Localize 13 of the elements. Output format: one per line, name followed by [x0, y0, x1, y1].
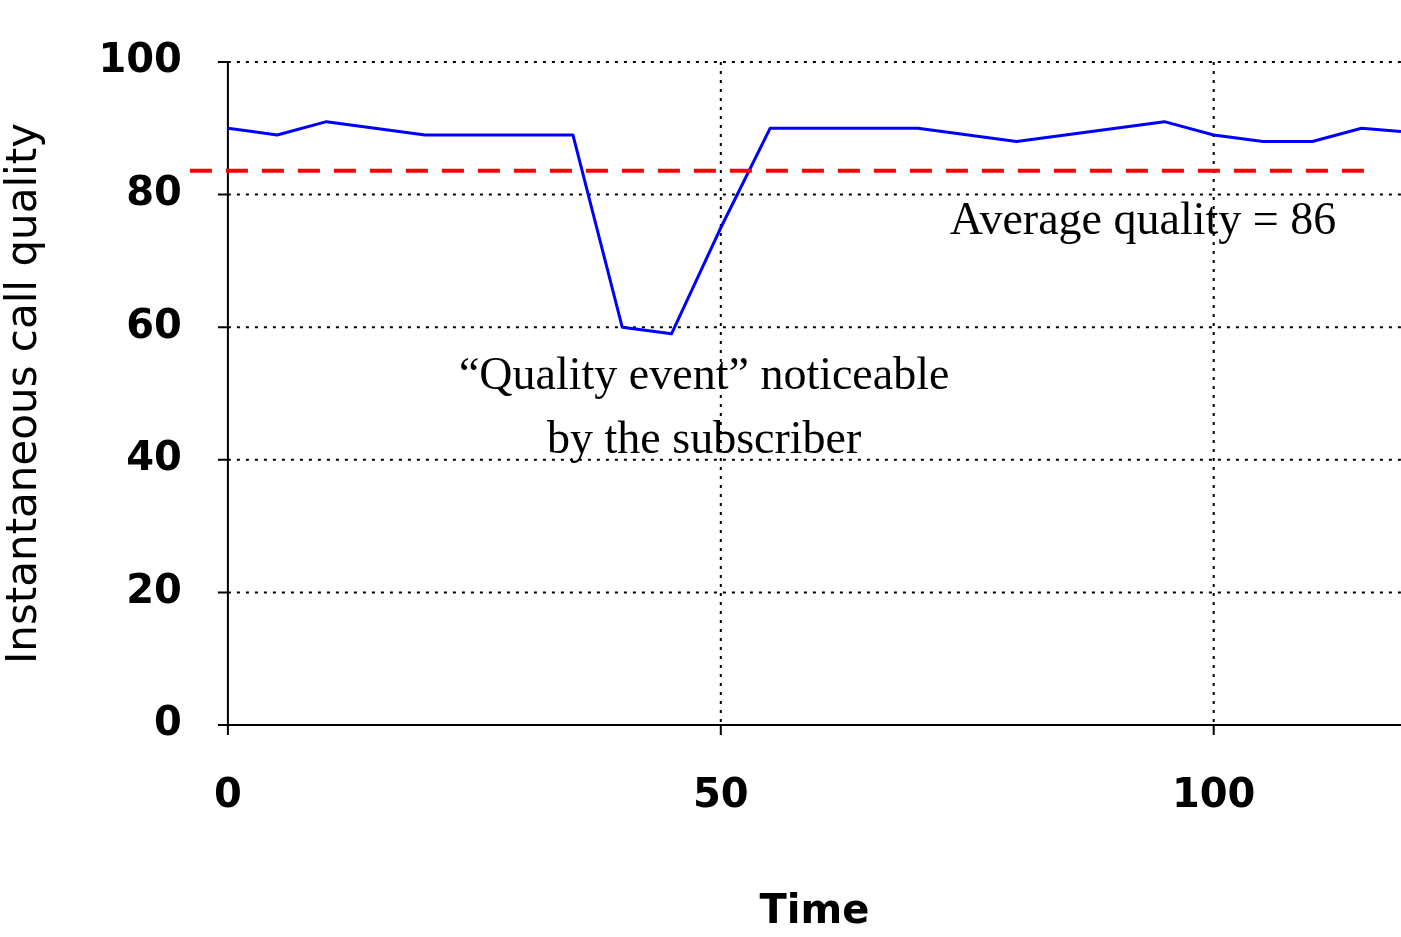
y-tick-label: 100 — [98, 35, 182, 82]
y-tick-label: 80 — [126, 167, 182, 214]
x-tick-label: 100 — [1171, 770, 1256, 817]
x-tick-label: 50 — [692, 770, 749, 817]
y-axis-title: Instantaneous call quality — [0, 122, 47, 665]
y-tick-label: 40 — [126, 433, 182, 480]
x-axis-title: Time — [759, 886, 870, 933]
annotation: Average quality = 86 — [949, 192, 1337, 244]
x-tick-label: 0 — [213, 770, 242, 817]
y-tick-label: 0 — [154, 698, 182, 745]
y-tick-label: 20 — [126, 565, 182, 612]
y-tick-label: 60 — [126, 300, 182, 347]
annotation: “Quality event” noticeable by the subscriber — [458, 348, 950, 463]
